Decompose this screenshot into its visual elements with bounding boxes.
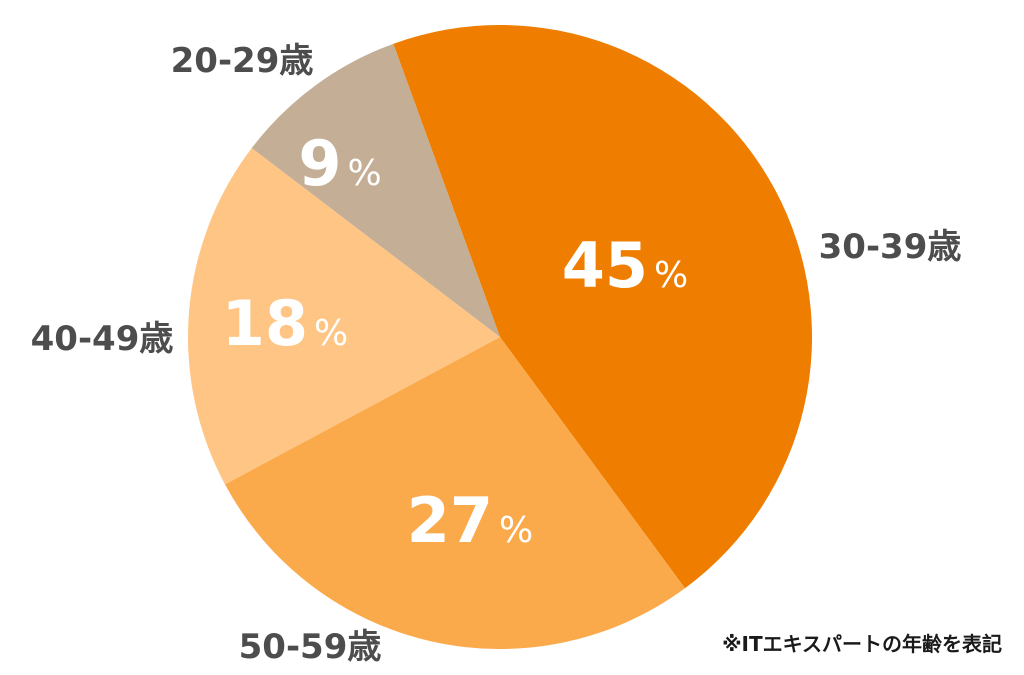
category-label-4: 20-29歳 [171,41,314,81]
footnote: ※ITエキスパートの年齢を表記 [722,632,1002,656]
percent-label-1: 45% [562,229,689,302]
percent-label-3: 18% [222,287,349,360]
category-label-1: 30-39歳 [819,227,962,267]
pie-slice-2 [224,337,685,649]
pie-slice-1 [393,25,812,589]
pie-slice-3 [188,148,500,485]
pie-slice-4 [251,43,500,337]
category-label-2: 50-59歳 [239,627,382,667]
percent-label-2: 27% [407,484,534,557]
category-label-3: 40-49歳 [31,319,174,359]
percent-label-4: 9% [298,127,381,200]
